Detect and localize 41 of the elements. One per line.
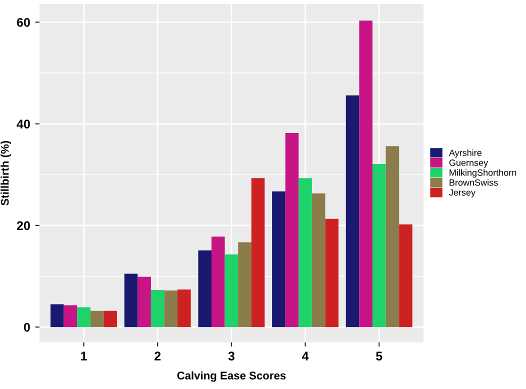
legend-label: Guernsey [449, 160, 488, 168]
x-tick-label: 2 [154, 352, 161, 360]
bar [399, 224, 412, 328]
bar [224, 254, 238, 328]
bar [50, 304, 64, 328]
y-tick-label: 60 [16, 18, 30, 27]
bar [164, 290, 178, 328]
legend-label: BrownSwiss [450, 179, 498, 186]
bar [64, 305, 78, 328]
bar [124, 274, 138, 328]
bar [104, 310, 117, 328]
legend-label: Jersey [449, 189, 476, 198]
y-tick-label: 0 [24, 322, 30, 332]
legend-label: Ayrshire [448, 149, 482, 158]
bar [372, 164, 386, 328]
bar [285, 132, 299, 328]
y-axis-title: Stillbirth (%) [0, 140, 11, 206]
bar [346, 95, 360, 328]
bar [90, 310, 104, 328]
x-tick-label: 3 [228, 352, 234, 361]
bar [150, 290, 164, 328]
bar [251, 178, 265, 328]
bar [272, 191, 286, 328]
bar [138, 276, 151, 328]
bar [77, 307, 90, 328]
bar [298, 178, 312, 328]
bar [386, 146, 400, 328]
bar [212, 236, 225, 328]
x-tick-label: 5 [376, 352, 382, 361]
bar [312, 193, 326, 328]
bar [178, 289, 191, 328]
bar [238, 242, 252, 328]
bar [198, 250, 212, 328]
bar [359, 20, 372, 328]
x-axis-title: Calving Ease Scores [177, 371, 286, 382]
x-tick-label: 1 [81, 352, 87, 360]
x-tick-label: 4 [302, 352, 309, 360]
y-tick-label: 40 [16, 120, 30, 128]
bar [325, 218, 339, 328]
legend-label: MilkingShorthorn [450, 169, 516, 178]
y-tick-label: 20 [16, 221, 30, 230]
